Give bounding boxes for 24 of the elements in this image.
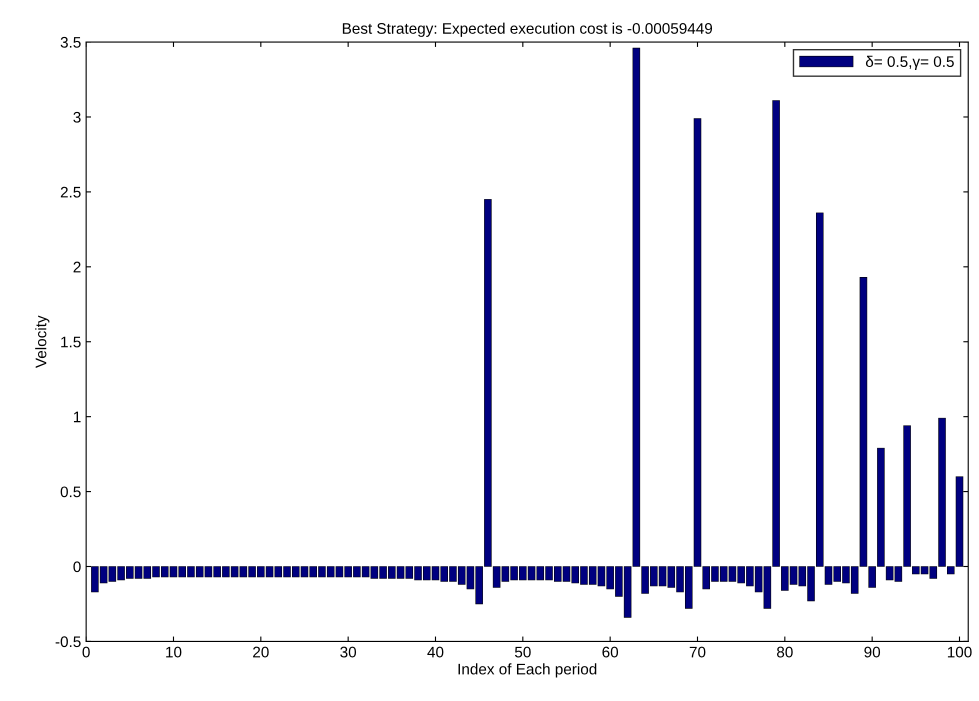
- x-tick-label: 30: [340, 646, 356, 658]
- x-tick-label: 70: [690, 646, 706, 658]
- y-tick-label: 1.5: [61, 336, 81, 348]
- legend-label: δ= 0.5,γ= 0.5: [866, 56, 954, 70]
- y-tick-label: 1: [74, 412, 81, 422]
- x-tick-label: 100: [948, 646, 972, 658]
- x-tick-label: 60: [602, 646, 618, 658]
- x-tick-label: 90: [864, 646, 880, 658]
- y-tick-label: 0.5: [60, 486, 81, 498]
- x-tick-label: 40: [427, 646, 444, 658]
- y-tick-label: 3.5: [60, 36, 81, 48]
- x-tick-label: 0: [82, 646, 90, 658]
- x-axis-title: Index of Each period: [458, 663, 596, 678]
- x-tick-label: 20: [253, 646, 269, 658]
- y-tick-label: 3: [73, 112, 81, 123]
- y-tick-label: 2: [74, 262, 81, 272]
- y-tick-label: 0: [73, 561, 81, 572]
- x-tick-label: 10: [166, 646, 182, 658]
- y-tick-label: 2.5: [60, 186, 81, 198]
- chart-title: Best Strategy: Expected execution cost is -0.00059449: [342, 22, 712, 37]
- y-tick-label: -0.5: [56, 636, 81, 648]
- x-tick-label: 50: [514, 646, 531, 658]
- x-tick-label: 80: [776, 646, 793, 658]
- y-axis-title: Velocity: [35, 315, 50, 368]
